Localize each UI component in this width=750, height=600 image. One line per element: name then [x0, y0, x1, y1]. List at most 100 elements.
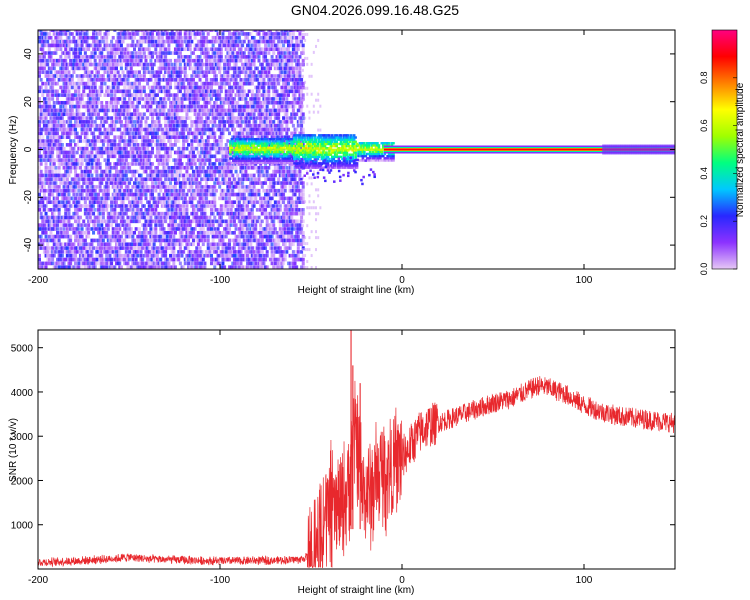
- heatmap-cell: [98, 85, 102, 90]
- heatmap-cell: [49, 185, 53, 189]
- heatmap-cell: [155, 143, 159, 147]
- heatmap-cell: [59, 250, 63, 254]
- heatmap-cell: [160, 227, 164, 231]
- heatmap-cell: [74, 257, 78, 262]
- heatmap-cell: [147, 208, 151, 212]
- heatmap-cell: [134, 30, 138, 32]
- heatmap-cell: [193, 85, 197, 90]
- heatmap-cell: [129, 123, 133, 128]
- heatmap-cell: [128, 131, 132, 136]
- heatmap-cell: [169, 123, 173, 128]
- heatmap-cell: [93, 162, 97, 166]
- heatmap-cell: [178, 89, 182, 94]
- heatmap-cell: [151, 250, 155, 254]
- heatmap-cell: [165, 131, 169, 136]
- heatmap-cell: [103, 204, 107, 208]
- heatmap-cell: [110, 150, 114, 155]
- heatmap-cell: [38, 192, 41, 197]
- heatmap-cell: [110, 123, 114, 128]
- heatmap-cell: [144, 78, 148, 82]
- heatmap-cell: [92, 219, 96, 224]
- heatmap-cell: [44, 62, 48, 67]
- heatmap-cell: [133, 204, 137, 208]
- heatmap-cell: [165, 78, 169, 82]
- heatmap-cell: [182, 192, 186, 197]
- heatmap-cell: [54, 265, 58, 269]
- heatmap-cell: [139, 143, 143, 147]
- heatmap-cell: [232, 162, 236, 166]
- heatmap-cell: [216, 112, 220, 117]
- heatmap-cell: [110, 215, 114, 220]
- heatmap-cell: [70, 150, 74, 155]
- heatmap-cell: [39, 154, 43, 159]
- heatmap-cell: [149, 97, 153, 101]
- heatmap-cell: [69, 39, 73, 44]
- heatmap-cell: [164, 230, 168, 235]
- heatmap-cell: [187, 32, 191, 36]
- heatmap-cell: [154, 135, 158, 139]
- heatmap-cell: [98, 188, 102, 193]
- heatmap-cell: [190, 227, 194, 231]
- heatmap-cell: [54, 93, 58, 97]
- heatmap-cell: [77, 257, 81, 262]
- heatmap-cell: [39, 173, 43, 178]
- heatmap-cell: [221, 162, 225, 166]
- heatmap-cell: [213, 81, 217, 86]
- heatmap-cell: [90, 81, 94, 86]
- heatmap-cell: [128, 150, 132, 155]
- heatmap-cell: [162, 181, 166, 185]
- heatmap-cell: [108, 253, 112, 258]
- heatmap-cell: [234, 62, 238, 67]
- heatmap-cell: [96, 223, 100, 227]
- heatmap-cell: [221, 158, 225, 162]
- heatmap-cell: [149, 223, 153, 227]
- heatmap-cell: [208, 200, 212, 204]
- heatmap-cell: [155, 204, 159, 208]
- heatmap-cell: [72, 250, 76, 254]
- heatmap-cell: [200, 104, 204, 109]
- heatmap-cell: [60, 127, 64, 132]
- heatmap-cell: [201, 43, 205, 48]
- heatmap-cell: [139, 85, 143, 90]
- heatmap-cell: [142, 85, 146, 90]
- heatmap-cell: [147, 139, 151, 143]
- heatmap-cell: [88, 192, 92, 197]
- heatmap-cell: [47, 238, 51, 243]
- heatmap-cell: [116, 238, 120, 243]
- heatmap-cell: [169, 246, 173, 250]
- heatmap-cell: [46, 177, 50, 182]
- heatmap-cell: [205, 120, 209, 124]
- heatmap-cell: [142, 32, 146, 36]
- heatmap-cell: [191, 70, 195, 74]
- heatmap-cell: [100, 219, 104, 224]
- heatmap-cell: [128, 192, 132, 197]
- heatmap-cell: [175, 131, 179, 136]
- heatmap-cell: [134, 219, 138, 224]
- heatmap-cell: [65, 81, 69, 86]
- heatmap-cell: [54, 35, 58, 40]
- heatmap-cell: [111, 62, 115, 67]
- heatmap-cell: [100, 250, 104, 254]
- heatmap-cell: [75, 162, 79, 166]
- heatmap-cell: [209, 78, 213, 82]
- heatmap-cell: [133, 89, 137, 94]
- heatmap-cell: [234, 253, 238, 258]
- heatmap-cell: [121, 154, 125, 159]
- heatmap-cell: [90, 51, 94, 55]
- heatmap-cell: [93, 223, 97, 227]
- heatmap-cell: [105, 146, 109, 151]
- heatmap-cell: [191, 89, 195, 94]
- heatmap-cell: [213, 261, 217, 266]
- heatmap-cell: [116, 70, 120, 74]
- heatmap-cell: [38, 35, 41, 40]
- heatmap-cell: [41, 230, 45, 235]
- heatmap-cell: [57, 261, 61, 266]
- heatmap-cell: [228, 257, 232, 262]
- heatmap-cell: [178, 74, 182, 78]
- heatmap-cell: [98, 181, 102, 185]
- heatmap-cell: [160, 185, 164, 189]
- heatmap-cell: [64, 173, 68, 178]
- heatmap-cell: [164, 55, 168, 59]
- heatmap-cell: [83, 208, 87, 212]
- heatmap-cell: [80, 116, 84, 120]
